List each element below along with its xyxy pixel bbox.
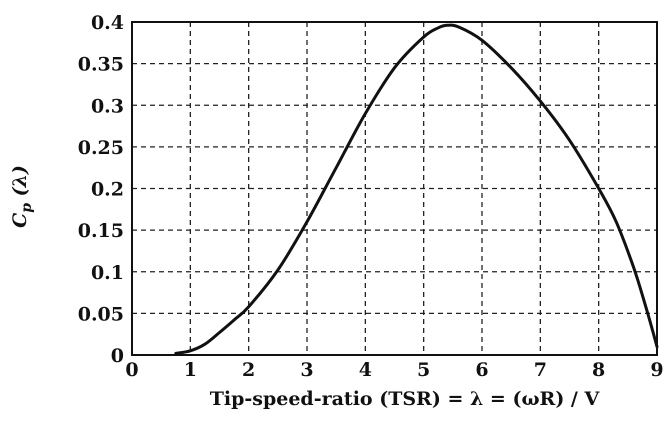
x-tick-label: 9 bbox=[650, 359, 663, 381]
x-tick-label: 0 bbox=[125, 359, 138, 381]
series-layer bbox=[174, 23, 659, 355]
cp-curve bbox=[174, 23, 659, 355]
y-axis-title-main: C bbox=[9, 213, 31, 228]
y-tick-label: 0.35 bbox=[78, 54, 124, 76]
x-tick-label: 7 bbox=[534, 359, 547, 381]
x-tick-label: 3 bbox=[300, 359, 313, 381]
y-tick-label: 0.15 bbox=[78, 220, 124, 242]
x-axis-title: Tip-speed-ratio (TSR) = λ = (ωR) / V bbox=[210, 388, 601, 410]
y-tick-label: 0.2 bbox=[91, 179, 124, 201]
x-tick-label: 2 bbox=[242, 359, 255, 381]
x-tick-label: 6 bbox=[475, 359, 488, 381]
y-tick-label: 0.4 bbox=[91, 12, 124, 34]
x-tick-label: 1 bbox=[184, 359, 197, 381]
y-tick-label: 0.3 bbox=[91, 95, 124, 117]
x-tick-label: 8 bbox=[592, 359, 605, 381]
plot-frame bbox=[131, 21, 658, 356]
tick-labels: 0 1 2 3 4 5 6 7 8 9 0 0.05 0.1 0.15 0.2 0.25 0.3 0.35 0.4 bbox=[78, 12, 664, 381]
y-tick-label: 0 bbox=[111, 345, 124, 367]
x-tick-label: 5 bbox=[417, 359, 430, 381]
y-axis-title-arg: (λ) bbox=[9, 165, 31, 203]
x-tick-label: 4 bbox=[359, 359, 372, 381]
y-tick-label: 0.05 bbox=[78, 303, 124, 325]
y-axis-title-sub: p bbox=[19, 203, 35, 213]
y-tick-label: 0.1 bbox=[91, 262, 124, 284]
y-tick-label: 0.25 bbox=[78, 137, 124, 159]
y-axis-title: Cp (λ) bbox=[9, 165, 35, 228]
grid bbox=[132, 22, 657, 355]
